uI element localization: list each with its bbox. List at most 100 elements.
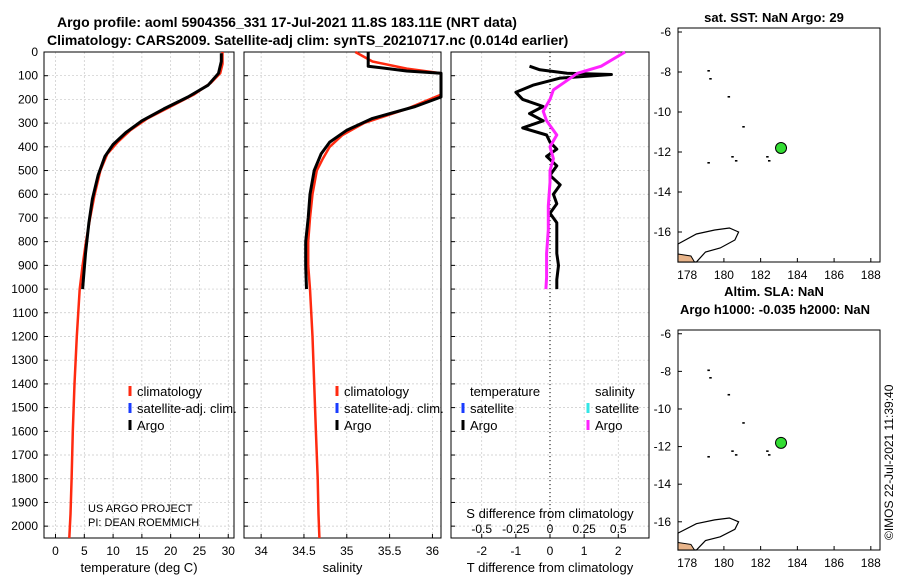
island-outline xyxy=(709,377,712,379)
series-line-argo xyxy=(304,52,443,290)
map-title: sat. SST: NaN Argo: 29 xyxy=(704,10,844,25)
legend-label: satellite-adj. clim. xyxy=(344,401,444,416)
legend-label: climatology xyxy=(137,384,203,399)
y-tick-label: 1500 xyxy=(11,401,38,415)
y-tick-label: 1100 xyxy=(12,306,38,320)
y-tick-label: 500 xyxy=(18,164,38,178)
x-tick-label: 25 xyxy=(193,544,207,558)
series-line-argo xyxy=(81,53,223,290)
x2-tick-label: 0.25 xyxy=(572,522,596,536)
x-axis-label: salinity xyxy=(323,560,363,575)
map-y-tick-label: -12 xyxy=(654,440,672,454)
x-tick-label: 34 xyxy=(254,544,268,558)
x-tick-label: 5 xyxy=(81,544,88,558)
header-title-line1: Argo profile: aoml 5904356_331 17-Jul-20… xyxy=(57,14,517,30)
argo-float-marker xyxy=(775,436,788,449)
map-x-tick-label: 188 xyxy=(861,556,881,570)
y-tick-label: 1700 xyxy=(11,448,38,462)
x-tick-label: -1 xyxy=(511,544,522,558)
island-outline xyxy=(709,78,712,80)
y-tick-label: 600 xyxy=(18,187,38,201)
map-y-tick-label: -10 xyxy=(654,105,672,119)
series-line-climatology xyxy=(306,50,443,539)
map-x-tick-label: 184 xyxy=(787,556,807,570)
legend-label: satellite xyxy=(470,401,514,416)
profile-panel-temperature: 0 5 10 15 20 25 300100200300400500600700800900… xyxy=(11,45,236,575)
island-outline xyxy=(707,369,710,372)
map-x-tick-label: 178 xyxy=(677,556,697,570)
island-outline xyxy=(742,422,745,424)
map-title: Altim. SLA: NaN xyxy=(724,284,824,299)
island-outline xyxy=(734,454,738,456)
x-tick-label: 0 xyxy=(52,544,59,558)
island-outline xyxy=(707,455,710,458)
credit-line1: US ARGO PROJECT xyxy=(88,503,193,515)
y-tick-label: 400 xyxy=(18,140,38,154)
x2-tick-label: -0.5 xyxy=(471,522,492,536)
y-tick-label: 1200 xyxy=(11,329,38,343)
island-outline xyxy=(707,70,710,72)
island-outline xyxy=(766,156,769,158)
map-panel-3: sat. SST: NaN Argo: 29 178 180 182 184 186 188… xyxy=(654,10,881,282)
x-tick-label: 15 xyxy=(135,544,149,558)
map-x-tick-label: 186 xyxy=(824,556,844,570)
map-x-tick-label: 182 xyxy=(751,556,771,570)
axes-frame xyxy=(243,51,442,539)
map-y-tick-label: -6 xyxy=(660,327,671,341)
map-x-tick-label: 186 xyxy=(824,268,844,282)
y-tick-label: 2000 xyxy=(11,519,38,533)
map-y-tick-label: -16 xyxy=(654,515,672,529)
y-tick-label: 300 xyxy=(18,116,38,130)
credit-line2: PI: DEAN ROEMMICH xyxy=(88,517,199,529)
legend-label: Argo xyxy=(595,418,622,433)
legend-label: satellite xyxy=(595,401,639,416)
island-outline xyxy=(707,162,710,164)
y-tick-label: 1900 xyxy=(11,495,38,509)
map-panel-4: Altim. SLA: NaN Argo h1000: -0.035 h2000:… xyxy=(654,284,881,570)
island-outline xyxy=(742,126,745,128)
argo-float-marker xyxy=(775,142,788,154)
watermark-text: ©IMOS 22-Jul-2021 11:39:40 xyxy=(882,384,896,540)
land-fill xyxy=(677,541,696,551)
x-tick-label: 0 xyxy=(547,544,554,558)
map-y-tick-label: -8 xyxy=(660,65,671,79)
x2-axis-label: S difference from climatology xyxy=(466,506,634,521)
y-tick-label: 900 xyxy=(18,258,38,272)
y-tick-label: 100 xyxy=(18,69,38,83)
x-tick-label: 20 xyxy=(164,544,178,558)
island-outline xyxy=(731,450,734,452)
map-y-tick-label: -14 xyxy=(654,477,672,491)
map-y-tick-label: -6 xyxy=(660,25,671,39)
map-y-tick-label: -14 xyxy=(654,185,672,199)
x-axis-label: T difference from climatology xyxy=(467,560,634,575)
map-x-tick-label: 180 xyxy=(714,268,734,282)
map-y-tick-label: -12 xyxy=(654,145,672,159)
map-y-tick-label: -16 xyxy=(654,225,672,239)
map-x-tick-label: 184 xyxy=(787,268,807,282)
x-tick-label: 34.5 xyxy=(292,544,316,558)
island-outline xyxy=(731,156,734,158)
series-line-temperature-argo xyxy=(514,64,613,290)
x2-tick-label: 0 xyxy=(547,522,554,536)
y-tick-label: 1300 xyxy=(11,353,38,367)
map-x-tick-label: 180 xyxy=(714,556,734,570)
island-outline xyxy=(727,96,731,98)
profile-panel-difference-from-climatology: -2 -1 0 1 2 T difference from climatology temp… xyxy=(450,50,650,575)
map-x-tick-label: 178 xyxy=(677,268,697,282)
legend-label: salinity xyxy=(595,384,635,399)
legend-label: Argo xyxy=(470,418,497,433)
x-tick-label: 1 xyxy=(581,544,588,558)
x-tick-label: 30 xyxy=(222,544,236,558)
map-y-tick-label: -8 xyxy=(660,364,671,378)
y-tick-label: 200 xyxy=(18,92,38,106)
map-y-tick-label: -10 xyxy=(654,402,672,416)
header-title-line2: Climatology: CARS2009. Satellite-adj cli… xyxy=(47,32,569,48)
island-outline xyxy=(767,160,771,162)
map-subtitle: Argo h1000: -0.035 h2000: NaN xyxy=(680,302,870,317)
axes-frame xyxy=(43,51,235,539)
series-line-salinity-argo xyxy=(541,50,626,290)
legend-label: Argo xyxy=(344,418,371,433)
profile-panel-salinity: 34 34.5 35 35.5 36 salinity climatology satelli… xyxy=(243,50,444,575)
x-tick-label: 2 xyxy=(615,544,622,558)
y-tick-label: 1000 xyxy=(11,282,38,296)
